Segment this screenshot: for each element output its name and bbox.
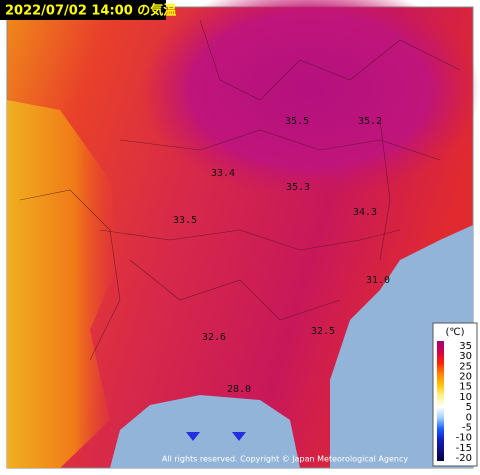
legend-tick-label: 30: [459, 351, 472, 362]
legend-unit: (℃): [445, 327, 464, 338]
station-temperature: 31.0: [366, 275, 390, 286]
legend-tick-label: -15: [456, 443, 472, 454]
legend-tick-label: 35: [459, 341, 472, 352]
station-temperature: 32.5: [311, 326, 335, 337]
station-temperature: 35.3: [286, 182, 310, 193]
legend-tick-label: 20: [459, 372, 472, 383]
sea: [110, 395, 300, 468]
station-temperature: 33.5: [173, 215, 197, 226]
title: 2022/07/02 14:00 の気温: [5, 3, 176, 19]
legend-tick-label: 5: [466, 402, 472, 413]
station-temperature: 33.4: [211, 168, 235, 179]
station-labels: 35.5 35.2 33.4 35.3 34.3 33.5 31.0 32.5 32.6 28.0: [173, 116, 390, 395]
boundaries: [19, 19, 461, 361]
station-temperature: 28.0: [227, 384, 251, 395]
title-background: [0, 0, 166, 20]
mountain-area: [7, 100, 120, 468]
legend-tick-label: -20: [456, 453, 472, 464]
copyright: All rights reserved. Copyright © Japan M…: [162, 455, 408, 464]
legend-tick-label: -10: [456, 433, 472, 444]
station-temperature: 35.2: [358, 116, 382, 127]
legend-tick-label: 25: [459, 361, 472, 372]
arrow-icon: [186, 432, 200, 441]
hot-area: [140, 0, 480, 200]
legend-tick-label: -5: [462, 422, 472, 433]
legend-tick-label: 0: [466, 412, 472, 423]
color-bar: [437, 341, 444, 461]
legend-tick-label: 15: [459, 382, 472, 393]
legend-tick-label: 10: [459, 392, 472, 403]
station-temperature: 34.3: [353, 207, 377, 218]
arrow-icon: [232, 432, 246, 441]
station-temperature: 35.5: [285, 116, 309, 127]
station-temperature: 32.6: [202, 332, 226, 343]
